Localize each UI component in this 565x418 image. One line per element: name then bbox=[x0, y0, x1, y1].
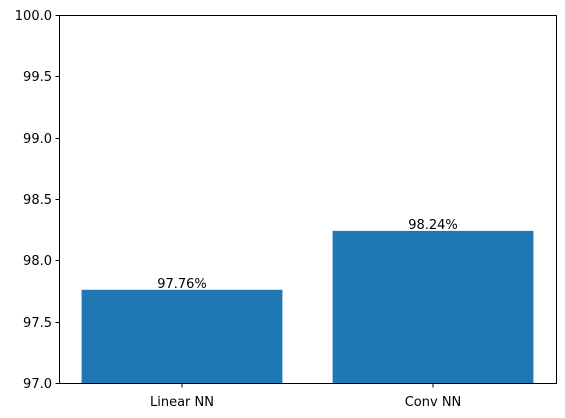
x-tick-label: Conv NN bbox=[405, 395, 462, 410]
x-axis: Linear NN Conv NN bbox=[150, 383, 462, 410]
data-label: 98.24% bbox=[408, 218, 458, 233]
y-tick-label: 97.5 bbox=[23, 316, 52, 331]
y-tick-label: 100.0 bbox=[15, 9, 52, 24]
y-tick-label: 99.0 bbox=[23, 132, 52, 147]
data-labels-group: 97.76% 98.24% bbox=[157, 218, 458, 292]
x-tick-label: Linear NN bbox=[150, 395, 214, 410]
bar-linear-nn bbox=[81, 289, 283, 383]
y-axis: 97.0 97.5 98.0 98.5 99.0 99.5 100.0 bbox=[15, 9, 60, 392]
y-tick-label: 97.0 bbox=[23, 377, 52, 392]
bar-conv-nn bbox=[332, 230, 534, 383]
y-tick-label: 98.5 bbox=[23, 193, 52, 208]
data-label: 97.76% bbox=[157, 277, 207, 292]
bars-group bbox=[81, 230, 534, 383]
y-tick-label: 98.0 bbox=[23, 254, 52, 269]
plot-area-frame bbox=[59, 15, 557, 384]
y-tick-label: 99.5 bbox=[23, 70, 52, 85]
